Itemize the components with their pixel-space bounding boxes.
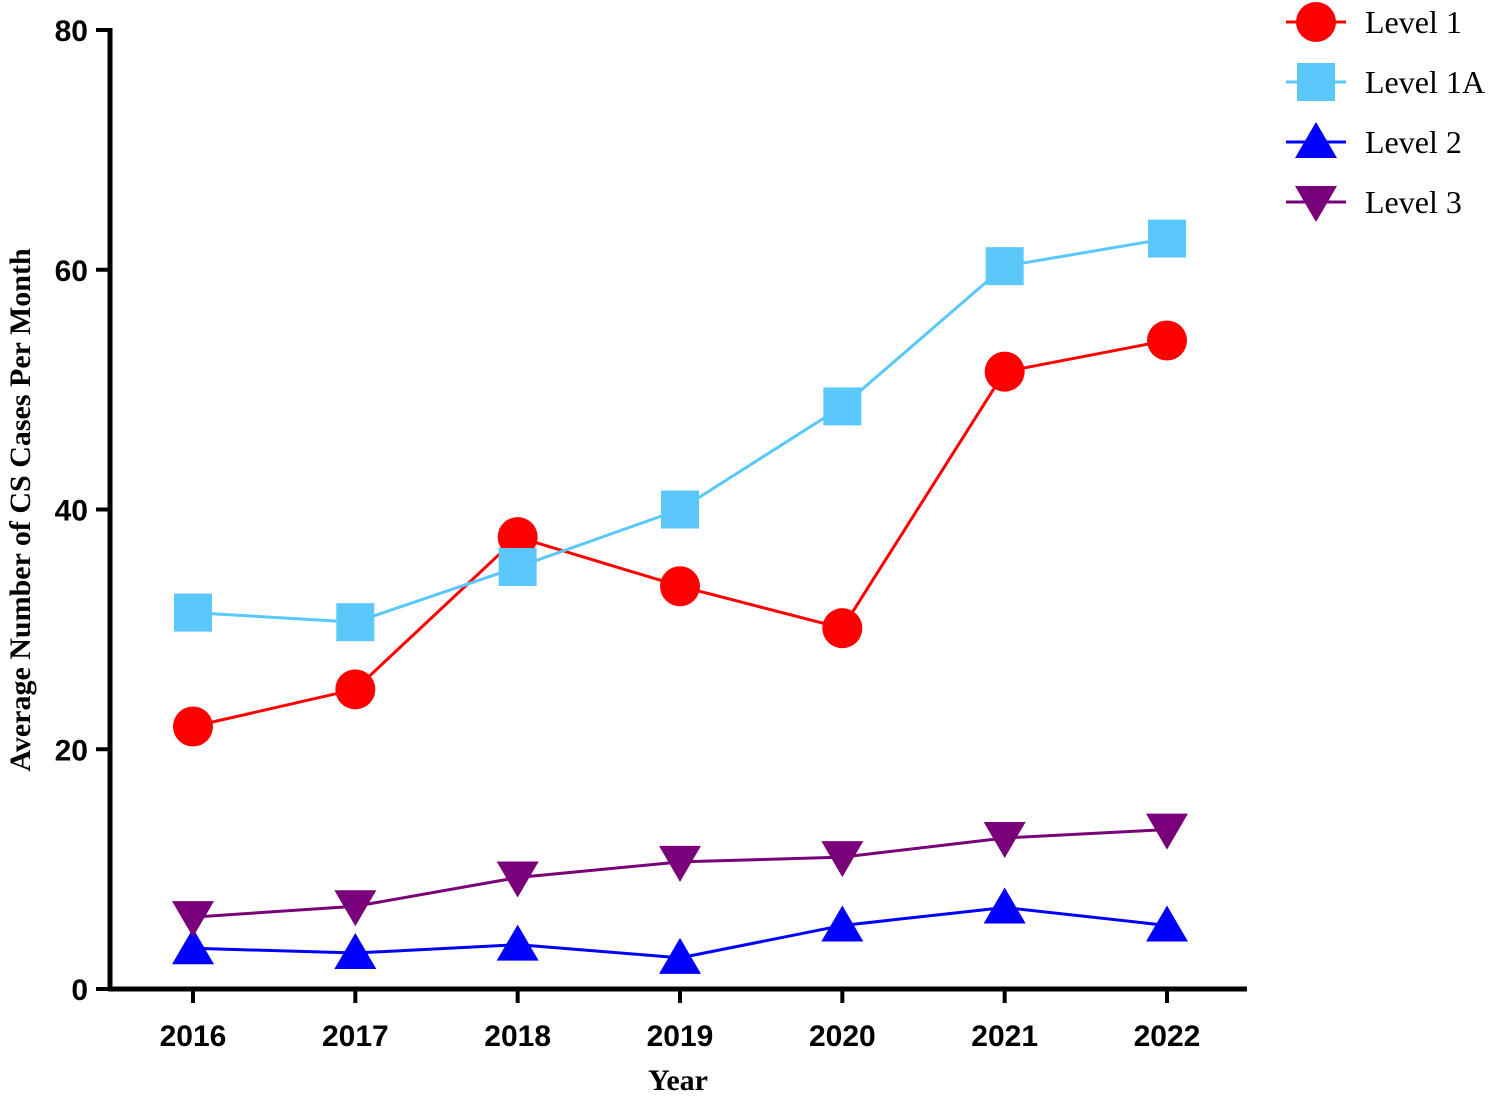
point [496,861,539,898]
legend-marker [1295,122,1337,158]
legend-marker [1297,63,1335,101]
y-tick-label: 40 [55,495,88,528]
point [1146,813,1188,850]
point [173,706,213,747]
point [1147,320,1187,361]
legend-label: Level 3 [1365,184,1462,220]
point [336,603,375,642]
point [661,490,699,529]
x-tick-label: 2021 [971,1020,1038,1053]
x-tick-label: 2018 [484,1020,551,1053]
point [660,566,700,607]
x-tick-label: 2016 [160,1020,227,1053]
point [496,924,539,961]
point [823,387,862,426]
x-tick-label: 2022 [1134,1020,1201,1053]
point [1148,219,1186,258]
legend-marker [1296,2,1336,42]
point [985,247,1024,286]
y-axis-label: Average Number of CS Cases Per Month [4,248,37,772]
point [498,548,537,587]
point [983,821,1026,858]
point [335,669,376,710]
legend-label: Level 1A [1365,64,1485,100]
y-tick-label: 20 [55,734,88,767]
series-line [192,237,1168,624]
x-axis-label: Year [648,1064,708,1097]
point [172,928,214,965]
x-tick-label: 2020 [809,1020,876,1053]
legend-marker [1295,186,1337,222]
point [821,905,864,942]
point [334,933,377,970]
y-tick-label: 0 [71,974,88,1007]
point [334,890,377,927]
point [984,351,1025,392]
y-tick-label: 60 [55,255,88,288]
point [983,887,1026,924]
y-tick-label: 80 [55,15,88,48]
point [659,845,701,882]
point [821,841,864,878]
point [497,517,538,558]
point [174,593,212,632]
x-tick-label: 2019 [647,1020,714,1053]
point [822,608,863,649]
point [172,901,214,938]
point [1146,905,1188,942]
x-tick-label: 2017 [322,1020,389,1053]
point [659,937,701,974]
legend-label: Level 1 [1365,4,1462,40]
legend-label: Level 2 [1365,124,1462,160]
series-line [192,339,1168,728]
